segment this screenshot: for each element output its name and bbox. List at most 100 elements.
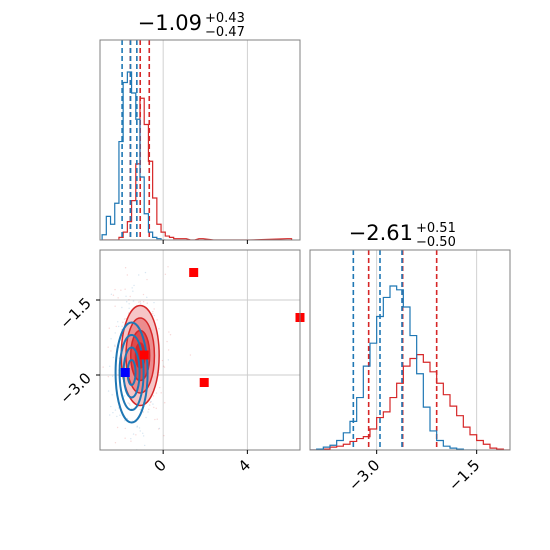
sample-point-blue bbox=[114, 409, 117, 411]
sample-point-red bbox=[153, 308, 155, 310]
sample-point-red bbox=[149, 401, 152, 404]
sample-point-red bbox=[164, 273, 167, 276]
panel-y-ticks: −3.0 −1.5 bbox=[345, 450, 483, 495]
sample-point-red bbox=[110, 350, 112, 352]
sample-point-red bbox=[127, 312, 130, 314]
panel-y-marginal: −3.0 −1.5 −2.61 +0.51 −0.50 bbox=[309, 221, 511, 495]
sample-point-blue bbox=[153, 301, 155, 304]
sample-point-blue bbox=[114, 332, 116, 334]
sample-point-red bbox=[128, 299, 130, 301]
contour-blue bbox=[118, 334, 145, 411]
sample-point-red bbox=[146, 278, 148, 281]
histogram-red bbox=[102, 97, 293, 240]
sample-point-blue bbox=[112, 411, 114, 414]
panel-y-title: −2.61 bbox=[349, 221, 413, 245]
sample-point-blue bbox=[130, 438, 132, 440]
sample-point-red bbox=[152, 395, 155, 397]
sample-point-red bbox=[134, 461, 135, 462]
sample-point-red bbox=[139, 408, 141, 411]
sample-point-blue bbox=[129, 404, 131, 406]
sample-point-red bbox=[102, 366, 104, 368]
sample-point-blue bbox=[153, 314, 156, 317]
sample-point-red bbox=[161, 359, 164, 362]
sample-point-red bbox=[114, 345, 116, 348]
sample-point-red bbox=[135, 530, 136, 531]
marker-marker_blue bbox=[120, 368, 130, 377]
panel-joint: 0 4 −3.0 −1.5 bbox=[56, 249, 305, 531]
sample-point-red bbox=[107, 346, 109, 348]
panel-x-marginal: −1.09 +0.43 −0.47 bbox=[99, 11, 301, 244]
panel-joint-frame bbox=[99, 249, 301, 451]
sample-point-red bbox=[156, 418, 158, 420]
contour-blue bbox=[114, 321, 149, 424]
tick-label-y: −3.0 bbox=[56, 369, 94, 407]
sample-point-blue bbox=[136, 425, 138, 427]
sample-point-red bbox=[130, 440, 132, 442]
sample-point-red bbox=[139, 300, 141, 303]
sample-point-red bbox=[112, 294, 115, 296]
sample-point-blue bbox=[110, 293, 113, 295]
panel-y-series bbox=[310, 250, 510, 450]
sample-point-blue bbox=[125, 455, 126, 456]
sample-point-blue bbox=[128, 403, 131, 405]
sample-point-blue bbox=[117, 407, 120, 409]
sample-point-blue bbox=[126, 301, 128, 303]
sample-point-blue bbox=[111, 375, 114, 377]
sample-point-red bbox=[127, 402, 129, 404]
sample-point-blue bbox=[146, 296, 148, 299]
panel-x-series bbox=[101, 40, 293, 240]
panel-x-title-upper: +0.43 bbox=[205, 11, 245, 26]
sample-point-blue bbox=[142, 432, 144, 434]
sample-point-red bbox=[129, 295, 131, 298]
sample-point-blue bbox=[133, 462, 134, 463]
sample-point-blue bbox=[111, 394, 113, 396]
sample-point-red bbox=[162, 365, 165, 367]
sample-point-blue bbox=[167, 359, 170, 361]
sample-point-blue bbox=[107, 390, 110, 392]
sample-point-blue bbox=[132, 300, 135, 302]
sample-point-red bbox=[164, 402, 166, 404]
sample-point-blue bbox=[131, 407, 133, 410]
sample-point-blue bbox=[139, 430, 141, 432]
sample-point-red bbox=[167, 266, 169, 268]
sample-point-blue bbox=[131, 287, 133, 289]
sample-point-red bbox=[148, 404, 151, 406]
marker-marker_red bbox=[189, 268, 199, 277]
sample-point-blue bbox=[138, 455, 139, 456]
sample-point-blue bbox=[138, 274, 140, 276]
sample-point-blue bbox=[158, 427, 161, 430]
histogram-blue bbox=[101, 71, 166, 240]
sample-point-red bbox=[158, 328, 160, 330]
sample-point-red bbox=[142, 293, 145, 296]
marker-marker_red bbox=[199, 378, 209, 387]
sample-point-red bbox=[157, 428, 160, 430]
sample-point-blue bbox=[152, 403, 154, 405]
sample-point-blue bbox=[121, 306, 123, 309]
sample-point-red bbox=[123, 318, 126, 320]
sample-point-red bbox=[189, 354, 192, 356]
sample-point-red bbox=[120, 289, 122, 291]
sample-point-blue bbox=[145, 416, 147, 419]
panel-x-frame bbox=[99, 39, 301, 241]
sample-point-blue bbox=[117, 321, 119, 323]
sample-point-red bbox=[107, 375, 110, 378]
sample-point-red bbox=[146, 302, 148, 304]
sample-point-red bbox=[166, 340, 168, 343]
sample-point-blue bbox=[116, 415, 118, 418]
tick-label-x: −3.0 bbox=[345, 456, 383, 494]
panel-y-grid bbox=[376, 250, 478, 450]
panel-joint-contours bbox=[114, 304, 160, 424]
sample-point-blue bbox=[136, 426, 138, 428]
sample-point-blue bbox=[110, 338, 112, 340]
sample-point-red bbox=[156, 319, 158, 321]
sample-point-blue bbox=[128, 303, 130, 305]
sample-point-blue bbox=[147, 411, 149, 413]
sample-point-red bbox=[122, 321, 124, 324]
panel-x-ticks bbox=[162, 240, 248, 244]
sample-point-blue bbox=[144, 444, 146, 447]
sample-point-blue bbox=[110, 405, 112, 408]
sample-point-red bbox=[124, 427, 126, 430]
panel-x-title: −1.09 bbox=[138, 11, 202, 35]
panel-y-title-upper: +0.51 bbox=[416, 221, 456, 236]
panel-y-title-lower: −0.50 bbox=[416, 235, 456, 250]
